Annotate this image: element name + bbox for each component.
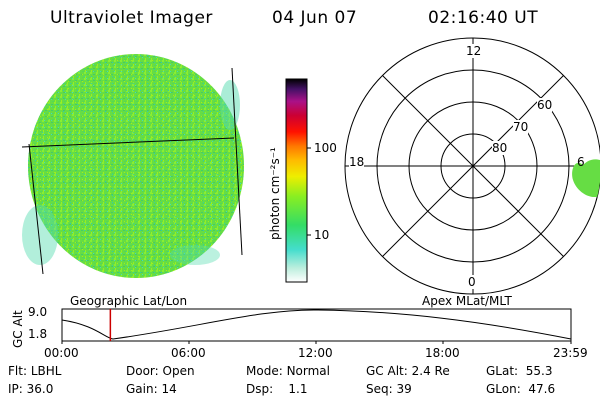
- status-seq-label: Seq:: [366, 382, 393, 396]
- status-glat-value: 55.3: [525, 364, 553, 378]
- auroral-emission-patch: [572, 159, 600, 198]
- status-dsp-value: 1.1: [288, 382, 308, 396]
- date-label: 04 Jun 07: [272, 8, 358, 28]
- mlt-label-12: 12: [466, 44, 482, 58]
- mlat-label-80: 80: [492, 141, 508, 155]
- status-glon-value: 47.6: [528, 382, 556, 396]
- colorbar: [285, 78, 308, 283]
- status-ip: IP: 36.0: [8, 382, 53, 396]
- status-gain-label: Gain:: [126, 382, 158, 396]
- colorbar-tick-10: 10: [314, 228, 330, 242]
- mlat-label-60: 60: [537, 98, 553, 112]
- mlat-label-70: 70: [513, 120, 529, 134]
- status-flt: Flt: LBHL: [8, 364, 61, 378]
- colorbar-tick-100: 100: [314, 141, 337, 155]
- time-tick-2359: 23:59: [553, 346, 588, 360]
- status-gc-alt: GC Alt: 2.4 Re: [366, 364, 450, 378]
- time-tick-0600: 06:00: [171, 346, 206, 360]
- status-glon: GLon: 47.6: [486, 382, 555, 396]
- status-mode-label: Mode:: [246, 364, 283, 378]
- status-gc-alt-label: GC Alt:: [366, 364, 408, 378]
- gc-alt-axis-label: GC Alt: [11, 310, 25, 348]
- status-gain-value: 14: [161, 382, 177, 396]
- status-glat-label: GLat:: [486, 364, 519, 378]
- geographic-grid-lines: [21, 67, 243, 275]
- status-dsp-label: Dsp:: [246, 382, 274, 396]
- mlt-label-0: 0: [468, 275, 476, 289]
- status-door: Door: Open: [126, 364, 195, 378]
- status-seq: Seq: 39: [366, 382, 412, 396]
- status-mode: Mode: Normal: [246, 364, 330, 378]
- status-ip-label: IP:: [8, 382, 23, 396]
- apex-caption: Apex MLat/MLT: [422, 294, 512, 308]
- time-tick-0000: 00:00: [44, 346, 79, 360]
- mlt-label-18: 18: [349, 155, 365, 169]
- status-glat: GLat: 55.3: [486, 364, 552, 378]
- status-flt-value: LBHL: [30, 364, 62, 378]
- altitude-curve: [61, 309, 572, 340]
- status-door-label: Door:: [126, 364, 159, 378]
- altitude-plot-frame: [61, 308, 572, 342]
- status-dsp: Dsp: 1.1: [246, 382, 308, 396]
- time-tick-1800: 18:00: [425, 346, 460, 360]
- status-glon-label: GLon:: [486, 382, 521, 396]
- y-label-max: 9.0: [28, 305, 48, 319]
- status-gc-alt-value: 2.4 Re: [411, 364, 450, 378]
- geographic-caption: Geographic Lat/Lon: [70, 294, 188, 308]
- uv-image-disk: [22, 54, 244, 278]
- instrument-title: Ultraviolet Imager: [50, 8, 213, 28]
- status-door-value: Open: [162, 364, 195, 378]
- time-label: 02:16:40 UT: [428, 8, 539, 28]
- status-gain: Gain: 14: [126, 382, 177, 396]
- polar-grid: [344, 37, 600, 295]
- y-label-min: 1.8: [28, 327, 48, 341]
- time-tick-1200: 12:00: [298, 346, 333, 360]
- status-mode-value: Normal: [286, 364, 330, 378]
- status-flt-label: Flt:: [8, 364, 27, 378]
- status-seq-value: 39: [396, 382, 412, 396]
- colorbar-unit-label: photon cm⁻²s⁻¹: [268, 147, 282, 240]
- mlt-label-6: 6: [577, 155, 585, 169]
- status-ip-value: 36.0: [26, 382, 54, 396]
